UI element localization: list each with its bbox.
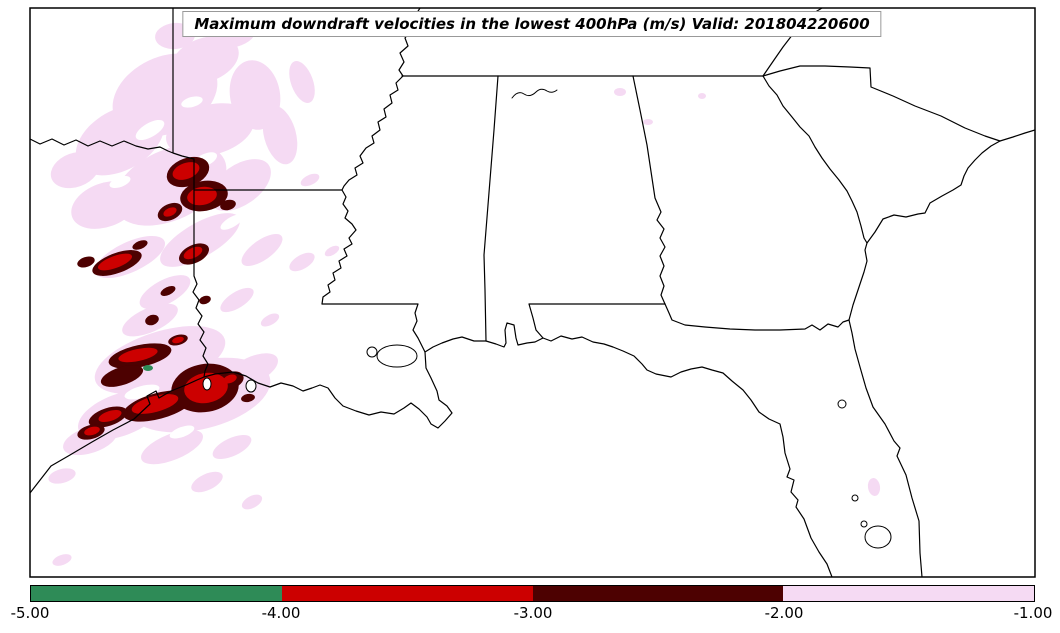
colorbar-tick-label-neg2: -2.00: [764, 604, 804, 622]
lakes: [202, 344, 892, 549]
tennessee-river: [511, 88, 558, 99]
colorbar-tick-label-neg3: -3.00: [513, 604, 553, 622]
colorbar-tick-label-neg5: -5.00: [10, 604, 50, 622]
sabine-lake: [202, 377, 212, 391]
shading-extreme-region: [143, 365, 153, 371]
border-nc-sc: [762, 65, 1001, 142]
border-ga-fl: [664, 303, 850, 331]
map-frame: [29, 7, 1036, 578]
shading-weak-region: [48, 22, 881, 566]
small-lake: [851, 494, 859, 502]
lake-pontchartrain: [376, 344, 418, 368]
state-borders: [30, 8, 1035, 577]
lake-okeechobee: [864, 525, 892, 549]
mississippi-river-border: [321, 8, 421, 305]
border-al-fl: [528, 303, 666, 339]
shading-gaps: [109, 96, 260, 439]
colorbar-segment-3: [783, 586, 1034, 601]
border-tx-ok-ar: [30, 8, 195, 160]
colorbar: [30, 585, 1035, 602]
lake-maurepas: [366, 346, 378, 358]
border-al-ga: [632, 75, 666, 305]
colorbar-segment-1: [281, 586, 533, 601]
small-lake: [860, 520, 868, 528]
plot-title: Maximum downdraft velocities in the lowe…: [182, 11, 882, 37]
lake-george: [837, 399, 847, 409]
colorbar-segment-0: [31, 586, 282, 601]
border-la-ms-31n: [321, 303, 426, 353]
colorbar-tick-label-neg4: -4.00: [261, 604, 301, 622]
border-ga-sc: [762, 75, 868, 244]
coastline: [30, 129, 1035, 577]
calcasieu-lake: [245, 379, 257, 393]
border-tx-la: [192, 158, 209, 378]
border-ms-al: [483, 75, 499, 342]
colorbar-tick-label-neg1: -1.00: [1013, 604, 1053, 622]
colorbar-segment-2: [532, 586, 784, 601]
